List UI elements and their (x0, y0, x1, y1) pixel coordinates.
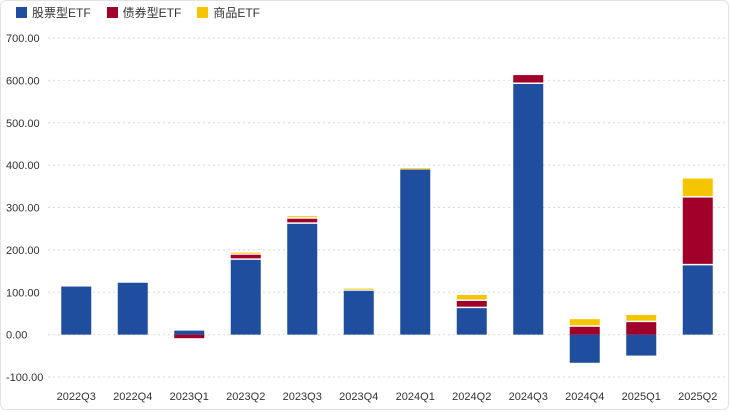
legend: 股票型ETF 债券型ETF 商品ETF (16, 4, 260, 20)
bar-commodity (287, 216, 318, 218)
x-tick-label: 2023Q2 (226, 391, 265, 403)
bar-commodity (400, 168, 431, 170)
bar-commodity (569, 319, 600, 326)
bar-equity (682, 265, 713, 335)
bar-commodity (682, 178, 713, 197)
x-tick-label: 2023Q3 (283, 391, 322, 403)
legend-swatch-bond (106, 6, 118, 18)
y-tick-label: 600.00 (6, 75, 40, 87)
bar-bond (456, 300, 487, 307)
bar-commodity (456, 295, 487, 300)
x-tick-label: 2024Q1 (396, 391, 435, 403)
bar-equity (400, 169, 431, 335)
bar-bond (626, 322, 657, 335)
y-tick-label: 100.00 (6, 287, 40, 299)
legend-swatch-equity (16, 6, 27, 18)
y-tick-label: 0.00 (6, 330, 27, 342)
bar-equity (287, 223, 318, 335)
bar-equity (456, 308, 487, 335)
bar-bond (174, 334, 205, 339)
bar-equity (61, 286, 92, 335)
x-tick-label: 2024Q4 (565, 391, 604, 403)
legend-label-bond: 债券型ETF (122, 5, 182, 20)
bar-bond (682, 197, 713, 264)
legend-swatch-commodity (197, 6, 209, 18)
bar-equity (343, 290, 374, 335)
bar-bond (287, 218, 318, 223)
x-tick-label: 2023Q4 (339, 391, 378, 403)
y-tick-label: -100.00 (6, 372, 43, 384)
legend-item-bond: 债券型ETF (106, 4, 182, 21)
x-tick-label: 2024Q2 (452, 391, 491, 403)
legend-label-commodity: 商品ETF (213, 5, 261, 20)
x-tick-label: 2024Q3 (509, 391, 548, 403)
legend-item-commodity: 商品ETF (197, 4, 260, 21)
bar-commodity (343, 288, 374, 290)
x-tick-label: 2022Q3 (57, 391, 96, 403)
bar-equity (230, 259, 261, 335)
y-tick-label: 200.00 (6, 245, 40, 257)
bar-equity (626, 334, 657, 356)
bar-equity (117, 282, 148, 335)
bar-commodity (230, 252, 261, 254)
x-tick-label: 2022Q4 (113, 391, 152, 403)
legend-label-equity: 股票型ETF (32, 5, 91, 20)
bar-commodity (626, 314, 657, 321)
bar-bond (569, 326, 600, 335)
bar-bond (230, 254, 261, 259)
bar-bond (513, 75, 544, 83)
y-tick-label: 300.00 (6, 203, 40, 215)
x-tick-label: 2025Q1 (622, 391, 661, 403)
y-tick-label: 500.00 (6, 118, 40, 130)
legend-item-equity: 股票型ETF (16, 4, 91, 21)
y-tick-label: 400.00 (6, 160, 40, 172)
x-tick-label: 2023Q1 (170, 391, 209, 403)
bar-equity (174, 330, 205, 335)
x-tick-label: 2025Q2 (678, 391, 717, 403)
bar-equity (569, 334, 600, 363)
y-tick-label: 700.00 (6, 33, 40, 45)
bar-equity (513, 83, 544, 335)
